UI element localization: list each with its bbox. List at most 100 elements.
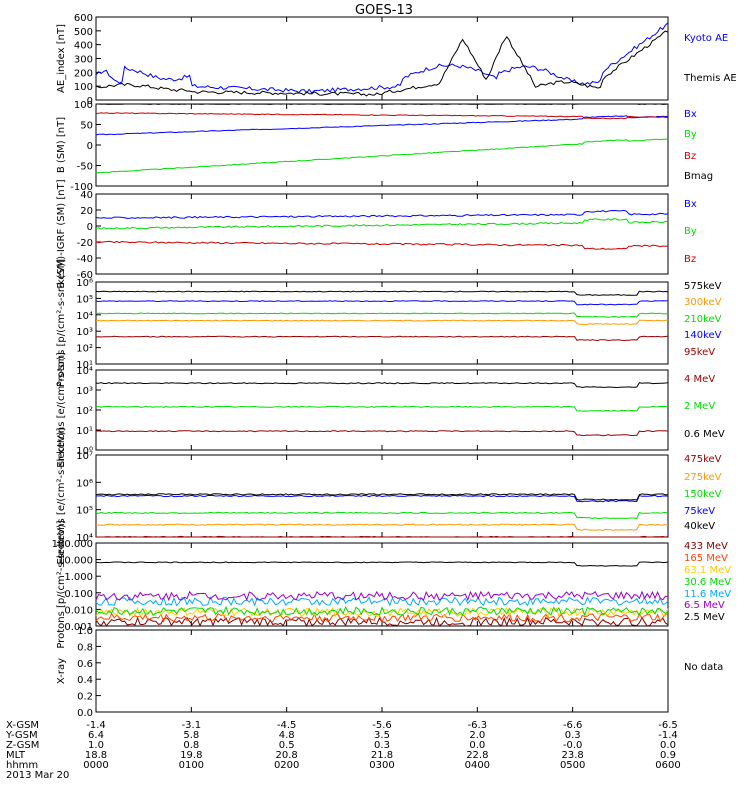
- y-tick-label: 0: [87, 222, 93, 233]
- legend-entry: 2.5 MeV: [684, 612, 725, 623]
- ephemeris-value: 20.8: [276, 750, 298, 761]
- y-tick-label: 10⁷: [76, 451, 93, 462]
- y-axis-label: Protons [p/(cm²-s-sr-keV)]: [56, 520, 67, 648]
- ephemeris-row-label: Z-GSM: [6, 740, 39, 751]
- ephemeris-value: 5.8: [183, 730, 199, 741]
- ephemeris-value: -6.3: [468, 720, 488, 731]
- legend-entry: 11.6 MeV: [684, 589, 731, 600]
- series-line-11.6-mev: [95, 595, 669, 607]
- ephemeris-value: -1.4: [658, 730, 678, 741]
- series-line-bz: [96, 112, 668, 120]
- y-tick-label: 10²: [76, 344, 93, 355]
- legend-entry: 0.6 MeV: [684, 429, 725, 440]
- y-tick-label: 10.000: [58, 556, 93, 567]
- series-line-575kev: [95, 290, 669, 296]
- ephemeris-date: 2013 Mar 20: [6, 770, 69, 781]
- panel-7: 0.001 0.010 0.100 1.000 10.000 100.000Protons…: [52, 520, 732, 648]
- y-tick-label: 0.001: [64, 622, 93, 633]
- legend-entry: 475keV: [684, 454, 722, 465]
- legend-entry: 30.6 MeV: [684, 577, 731, 588]
- y-tick-label: 100: [74, 100, 93, 111]
- panel-frame: [95, 369, 669, 451]
- ephemeris-value: -3.1: [182, 720, 202, 731]
- ephemeris-value: -6.6: [563, 720, 583, 731]
- y-tick-label: 0.100: [64, 589, 93, 600]
- y-tick-label: 50: [80, 121, 93, 132]
- y-tick-label: 100.000: [52, 539, 93, 550]
- legend-entry: 210keV: [684, 314, 722, 325]
- y-tick-label: 300: [74, 55, 93, 66]
- legend-entry: 63.1 MeV: [684, 565, 731, 576]
- ephemeris-value: 0000: [83, 760, 108, 771]
- y-tick-label: 100: [74, 82, 93, 93]
- y-tick-label: 10⁵: [76, 506, 93, 517]
- y-axis-label: Protons [p/(cm²-s-sr-keV)]: [56, 259, 67, 387]
- panel-8: 0.0 0.2 0.4 0.6 0.8 1.0 X-ray No data: [56, 626, 723, 719]
- series-line-bx: [95, 209, 669, 219]
- y-tick-label: 10⁶: [76, 478, 93, 489]
- y-tick-label: -40: [77, 254, 93, 265]
- y-tick-label: 10²: [76, 406, 93, 417]
- legend-entry: 575keV: [684, 281, 722, 292]
- ephemeris-row-label: MLT: [6, 750, 26, 761]
- legend-entry: By: [684, 226, 697, 237]
- legend-entry: 140keV: [684, 330, 722, 341]
- legend-entry: 150keV: [684, 489, 722, 500]
- series-line-kyoto-ae: [95, 22, 669, 94]
- ephemeris-value: 1.0: [88, 740, 104, 751]
- y-tick-label: -100: [70, 182, 93, 193]
- panel-4: 10¹ 10² 10³ 10⁴ 10⁵ 10⁶ Protons [p/(cm²-s-sr-k…: [56, 259, 722, 387]
- y-tick-label: 200: [74, 68, 93, 79]
- series-line-30.6-mev: [95, 605, 669, 617]
- series-line-0.6-mev: [95, 382, 669, 389]
- panel-frame: [95, 542, 669, 627]
- series-line-475kev: [96, 535, 669, 538]
- y-tick-label: 40: [80, 190, 93, 201]
- panel-1: 0 100 200 300 400 500 600 AE_index [nT] Kyoto AE…: [56, 13, 737, 107]
- y-tick-label: 600: [74, 13, 93, 24]
- ephemeris-value: 23.8: [562, 750, 584, 761]
- series-line-210kev: [95, 312, 669, 318]
- series-line-300kev: [95, 319, 668, 325]
- legend-entry: Bz: [684, 151, 696, 162]
- legend-entry: 275keV: [684, 472, 722, 483]
- series-line-2.5-mev: [95, 561, 669, 567]
- y-tick-label: 0.6: [77, 659, 93, 670]
- y-tick-label: 10¹: [76, 360, 93, 371]
- series-line-by: [95, 218, 669, 230]
- y-tick-label: 1.000: [64, 572, 93, 583]
- ephemeris-value: 18.8: [85, 750, 107, 761]
- ephemeris-value: 0500: [560, 760, 585, 771]
- series-line-themis-ae: [95, 30, 669, 97]
- y-tick-label: 400: [74, 41, 93, 52]
- ephemeris-value: -4.5: [277, 720, 297, 731]
- legend-entry: 6.5 MeV: [684, 600, 725, 611]
- series-line-bx: [95, 115, 669, 136]
- ephemeris-value: -5.6: [372, 720, 392, 731]
- ephemeris-value: 0100: [179, 760, 204, 771]
- y-axis-label: X-ray: [56, 658, 67, 684]
- y-axis-label: AE_index [nT]: [56, 24, 67, 93]
- legend-entry: Bmag: [684, 171, 713, 182]
- ephemeris-value: 0.9: [660, 750, 676, 761]
- plot-title: GOES-13: [355, 3, 413, 18]
- panel-frame: [95, 281, 669, 365]
- panel-2: -100 -50 0 50 100 B (SM) [nT] Bx By Bz Bmag: [56, 100, 713, 193]
- ephemeris-value: 3.5: [374, 730, 390, 741]
- series-line-6.5-mev: [95, 590, 668, 602]
- y-tick-label: 500: [74, 27, 93, 38]
- series-line-165-mev: [95, 612, 669, 623]
- y-tick-label: 10¹: [76, 426, 93, 437]
- series-line-140kev: [95, 300, 669, 306]
- y-tick-label: 1.0: [77, 626, 93, 637]
- ephemeris-row-label: Y-GSM: [5, 730, 38, 741]
- panel-frame: [95, 193, 669, 275]
- y-tick-label: -20: [77, 238, 93, 249]
- y-tick-label: 0: [87, 96, 93, 107]
- legend-entry: 300keV: [684, 297, 722, 308]
- ephemeris-value: 0.3: [374, 740, 390, 751]
- y-tick-label: -60: [77, 270, 93, 281]
- ephemeris-row-label: X-GSM: [6, 720, 39, 731]
- ephemeris-value: 21.8: [371, 750, 393, 761]
- legend-entry: 165 MeV: [684, 553, 728, 564]
